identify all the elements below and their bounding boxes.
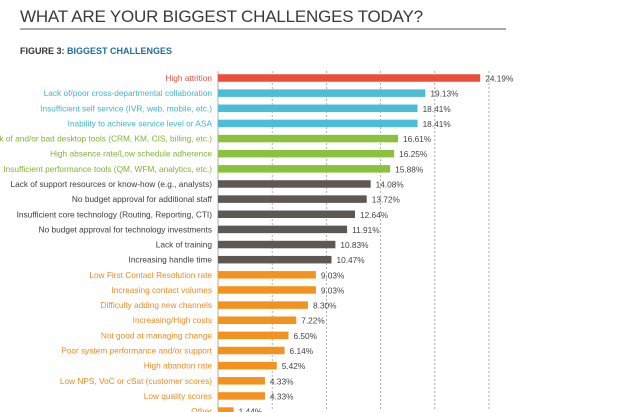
bar — [218, 74, 481, 82]
figure-prefix: FIGURE 3: — [20, 46, 65, 56]
value-label: 9.03% — [321, 285, 345, 295]
bar — [218, 195, 367, 203]
category-label: Increasing contact volumes — [111, 285, 212, 295]
value-label: 6.14% — [290, 346, 314, 356]
value-label: 16.61% — [403, 134, 432, 144]
bar — [218, 346, 285, 355]
category-label: Insufficient self service (IVR, web, mob… — [40, 103, 212, 113]
category-label: High abandon rate — [144, 361, 213, 371]
bar — [218, 225, 348, 234]
value-label: 5.42% — [282, 361, 306, 371]
bar — [218, 210, 356, 219]
bar — [218, 134, 399, 143]
value-label: 10.47% — [336, 255, 365, 265]
category-label: Lack of/poor cross-departmental collabor… — [44, 88, 213, 98]
bar — [218, 240, 336, 249]
figure-title: BIGGEST CHALLENGES — [67, 46, 173, 56]
value-label: 19.13% — [430, 89, 459, 99]
value-label: 7.22% — [301, 316, 325, 326]
category-label: Low NPS, VoC or cSat (customer scores) — [60, 376, 212, 386]
value-label: 18.41% — [423, 119, 452, 129]
value-label: 4.33% — [270, 376, 294, 386]
bar — [218, 392, 265, 400]
value-label: 18.41% — [423, 104, 452, 114]
category-label: Low quality scores — [144, 391, 212, 401]
bar — [218, 331, 289, 340]
bar — [218, 286, 316, 294]
category-label: Other — [191, 406, 212, 412]
bar — [218, 361, 277, 370]
value-label: 6.50% — [293, 331, 317, 341]
bar — [218, 165, 391, 173]
value-label: 10.83% — [340, 240, 369, 250]
category-label: Lack of training — [156, 240, 213, 250]
value-label: 1.44% — [239, 407, 263, 412]
value-label: 14.08% — [376, 179, 405, 189]
category-label: Increasing/High costs — [133, 315, 212, 325]
category-label: Poor system performance and/or support — [61, 346, 212, 356]
title-divider — [20, 28, 506, 30]
value-label: 12.64% — [360, 210, 389, 220]
category-label: Low First Contact Resolution rate — [89, 270, 212, 280]
category-label: Difficulty adding new channels — [101, 300, 212, 310]
bar — [218, 255, 332, 264]
category-label: Not good at managing change — [101, 330, 213, 340]
bar — [218, 89, 426, 97]
category-label: High attrition — [165, 73, 212, 83]
bar — [218, 104, 418, 113]
value-label: 4.33% — [270, 391, 294, 401]
value-label: 16.25% — [399, 149, 428, 159]
category-label: Increasing handle time — [129, 255, 213, 265]
category-label: Insufficient performance tools (QM, WFM,… — [3, 164, 212, 174]
value-label: 9.03% — [321, 270, 345, 280]
value-label: 15.88% — [395, 164, 424, 174]
figure-caption: FIGURE 3: BIGGEST CHALLENGES — [20, 46, 172, 56]
bar — [218, 149, 395, 158]
category-label: Inability to achieve service level or AS… — [68, 118, 213, 128]
page-title: WHAT ARE YOUR BIGGEST CHALLENGES TODAY? — [20, 7, 423, 26]
value-label: 11.91% — [352, 225, 380, 235]
bar — [218, 301, 308, 309]
value-label: 13.72% — [372, 195, 401, 205]
category-label: Lack of and/or bad desktop tools (CRM, K… — [0, 134, 212, 144]
category-label: High absence rate/Low schedule adherence — [50, 149, 212, 159]
bar — [218, 377, 265, 385]
bar — [218, 180, 371, 188]
category-label: No budget approval for technology invest… — [39, 224, 212, 234]
bar — [218, 119, 418, 128]
bar — [218, 316, 297, 324]
value-label: 8.30% — [313, 301, 337, 311]
category-label: Lack of support resources or know-how (e… — [10, 179, 212, 189]
category-label: No budget approval for additional staff — [72, 194, 213, 204]
bar — [218, 271, 316, 279]
category-label: Insufficient core technology (Routing, R… — [17, 209, 213, 219]
bar — [218, 407, 234, 412]
value-label: 24.19% — [485, 74, 514, 84]
